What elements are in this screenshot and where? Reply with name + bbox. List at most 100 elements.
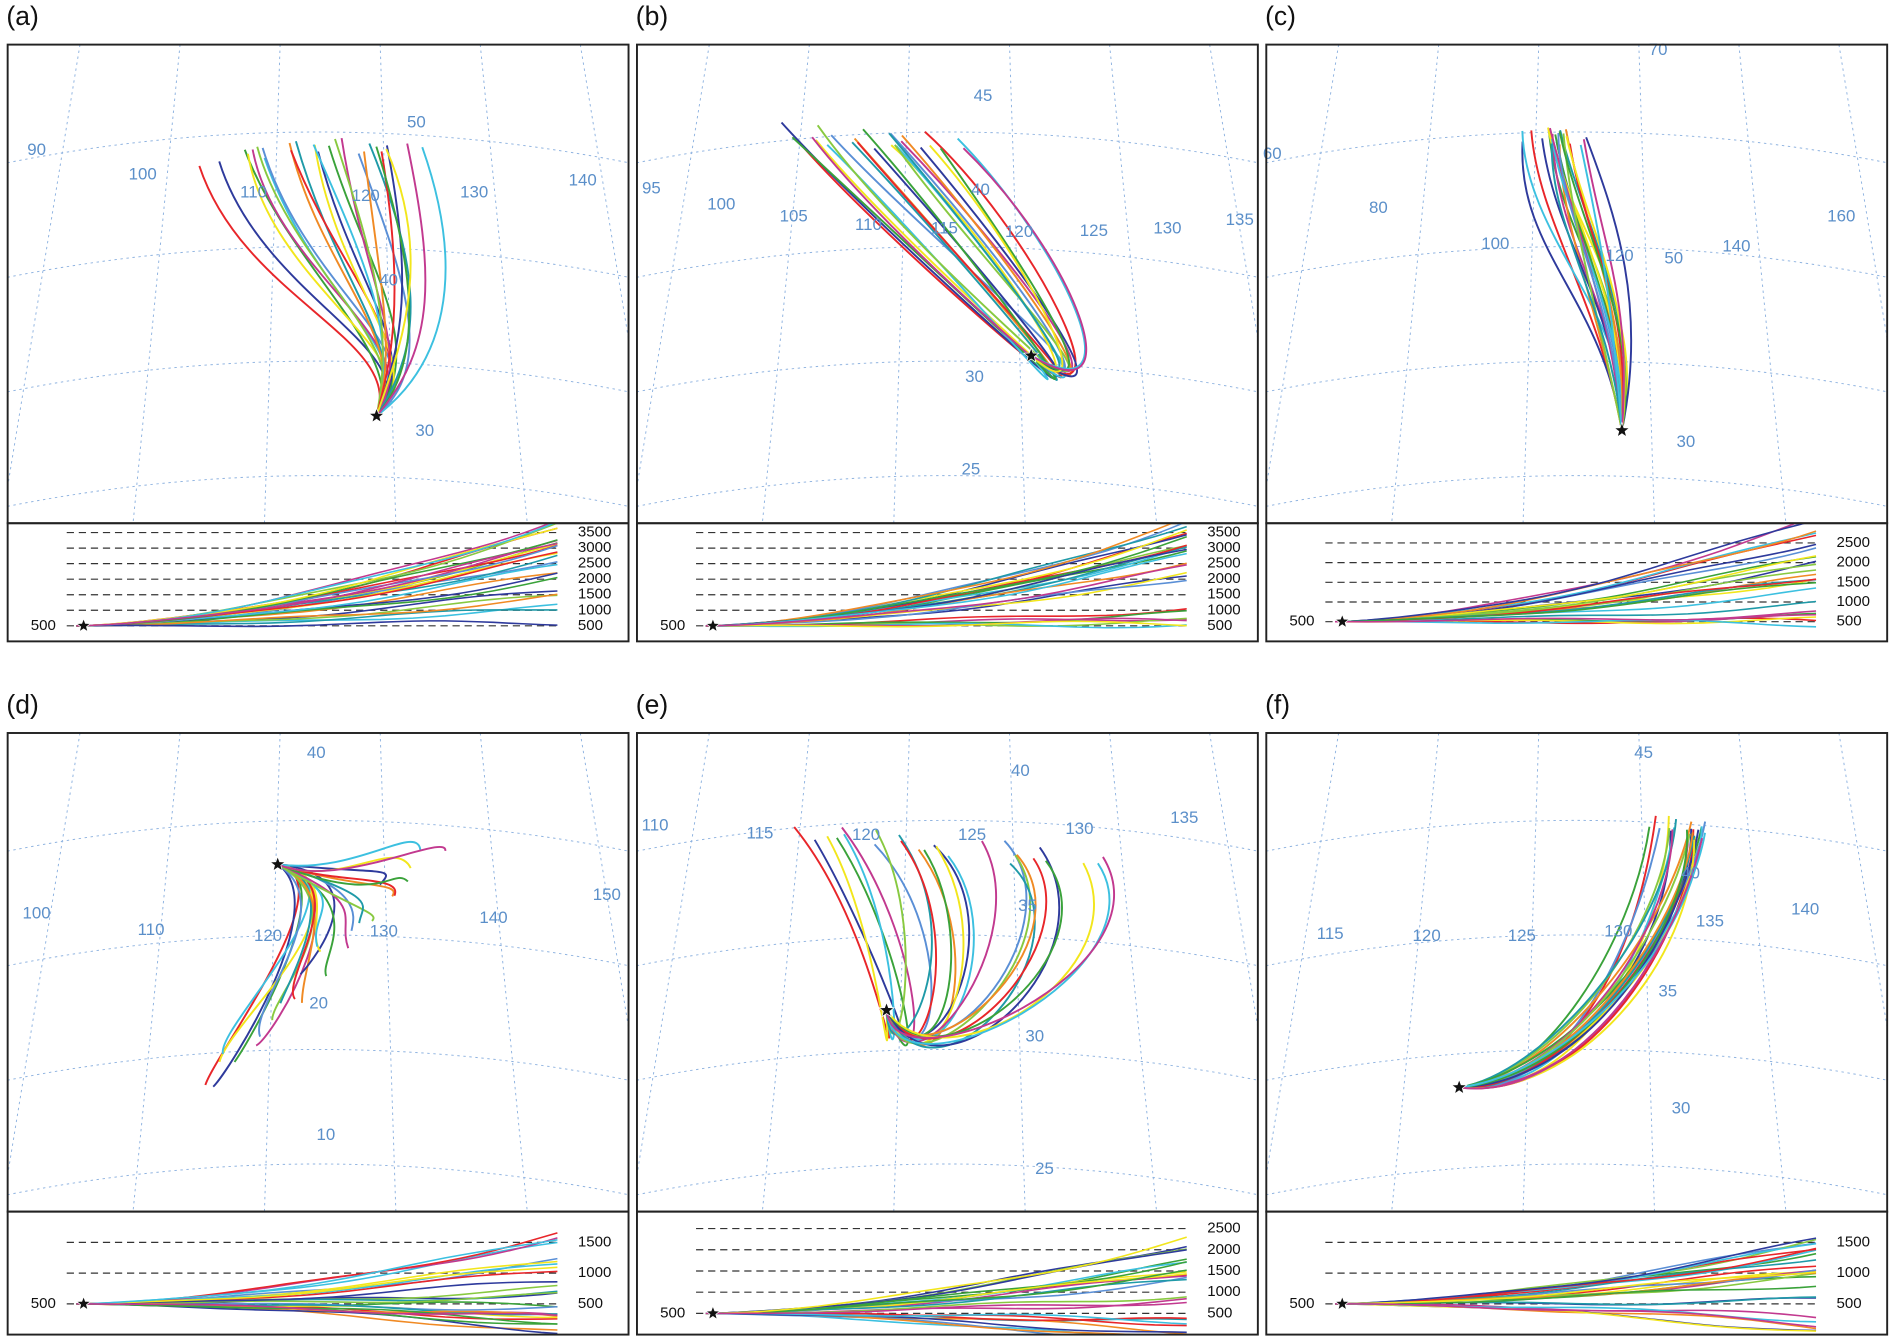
trajectory <box>277 845 447 872</box>
trajectory <box>277 863 375 922</box>
trajectory <box>198 165 381 417</box>
graticule <box>1209 44 1258 343</box>
height-trajectory <box>705 1301 1187 1315</box>
height-tick-label: 1000 <box>1207 1283 1240 1300</box>
panel-label: (f) <box>1265 689 1290 719</box>
trajectory <box>885 856 1115 1039</box>
map-label: 135 <box>1170 808 1198 827</box>
map-label: 35 <box>1018 896 1037 915</box>
map-label: 30 <box>1025 1026 1044 1045</box>
source-star <box>1022 346 1040 363</box>
map-label: 70 <box>1649 40 1668 59</box>
source-star <box>75 617 92 633</box>
height-trajectory <box>1334 523 1808 623</box>
graticule <box>7 819 629 852</box>
trajectory <box>816 124 1053 371</box>
map-frame <box>636 43 1259 525</box>
graticule <box>1738 732 1787 1212</box>
graticule <box>579 732 629 1031</box>
height-trajectory <box>76 593 558 627</box>
map-label: 90 <box>27 140 46 159</box>
panel-label: (b) <box>636 1 668 31</box>
trajectory <box>204 863 300 1086</box>
height-tick-label: 500 <box>578 617 603 634</box>
height-trajectory <box>705 564 1187 627</box>
height-trajectory <box>1335 1285 1817 1305</box>
graticule <box>1109 732 1158 1212</box>
graticule <box>263 732 281 1212</box>
map-label: 140 <box>479 908 507 927</box>
height-trajectory <box>705 545 1187 627</box>
panel-label: (a) <box>6 1 38 31</box>
map-label: 115 <box>746 824 773 843</box>
source-star <box>1334 613 1351 629</box>
graticule <box>636 732 710 1178</box>
height-trajectory <box>76 1239 558 1305</box>
map-label: 110 <box>240 182 267 201</box>
map-label: 100 <box>23 903 51 922</box>
graticule <box>636 1163 1258 1196</box>
source-star <box>878 1001 896 1018</box>
trajectory <box>277 863 350 949</box>
graticule <box>7 44 81 490</box>
map-label: 60 <box>1263 144 1282 163</box>
graticule <box>7 360 629 393</box>
map-label: 40 <box>307 743 326 762</box>
map-label: 125 <box>1508 926 1536 945</box>
trajectory <box>258 863 302 1037</box>
source-star <box>1613 421 1631 438</box>
height-trajectory <box>76 544 558 627</box>
map-frame <box>1265 732 1889 1213</box>
map-label: 125 <box>958 825 986 844</box>
map <box>1266 732 1888 1212</box>
start-height-label: 500 <box>31 617 56 634</box>
map-label: 130 <box>370 921 398 940</box>
map-label: 140 <box>1791 900 1819 919</box>
height-profile <box>1334 523 1817 628</box>
graticule <box>1009 44 1026 524</box>
map-label: 40 <box>971 180 990 199</box>
height-tick-label: 1000 <box>578 601 611 618</box>
height-frame <box>636 1210 1259 1336</box>
height-tick-label: 1500 <box>578 586 611 603</box>
height-trajectory <box>76 594 558 627</box>
graticule <box>7 934 629 967</box>
map-label: 100 <box>129 164 157 183</box>
map-label: 120 <box>1413 926 1441 945</box>
height-trajectory <box>705 535 1187 627</box>
height-tick-label: 500 <box>578 1295 603 1312</box>
graticule <box>1522 732 1540 1212</box>
map-label: 120 <box>1605 246 1633 265</box>
map <box>636 44 1258 524</box>
graticule <box>636 131 1258 164</box>
source-star <box>1450 1078 1468 1095</box>
graticule <box>1838 732 1888 1031</box>
map <box>636 732 1258 1212</box>
height-trajectory <box>705 523 1175 627</box>
height-trajectory <box>76 542 558 627</box>
graticule <box>636 360 1258 393</box>
graticule <box>1638 44 1655 524</box>
graticule <box>636 44 710 490</box>
height-trajectory <box>705 546 1187 627</box>
trajectory <box>885 857 1048 1040</box>
graticule <box>1391 732 1440 1212</box>
height-tick-label: 3000 <box>1207 539 1240 556</box>
panel-label: (d) <box>6 689 38 719</box>
map-label: 100 <box>707 194 735 213</box>
height-trajectory <box>1335 1303 1817 1328</box>
height-tick-label: 2500 <box>1207 1220 1240 1237</box>
height-trajectory <box>76 543 558 627</box>
map-label: 135 <box>1696 912 1724 931</box>
trajectory <box>375 143 427 417</box>
height-tick-label: 500 <box>1837 1295 1862 1312</box>
height-tick-label: 2000 <box>1207 1241 1240 1258</box>
height-tick-label: 1500 <box>1207 586 1240 603</box>
graticule <box>1266 819 1888 852</box>
graticule <box>7 732 81 1178</box>
map-label: 140 <box>569 170 597 189</box>
map-label: 40 <box>1681 864 1700 883</box>
graticule <box>1266 475 1888 507</box>
trajectory <box>312 144 385 417</box>
